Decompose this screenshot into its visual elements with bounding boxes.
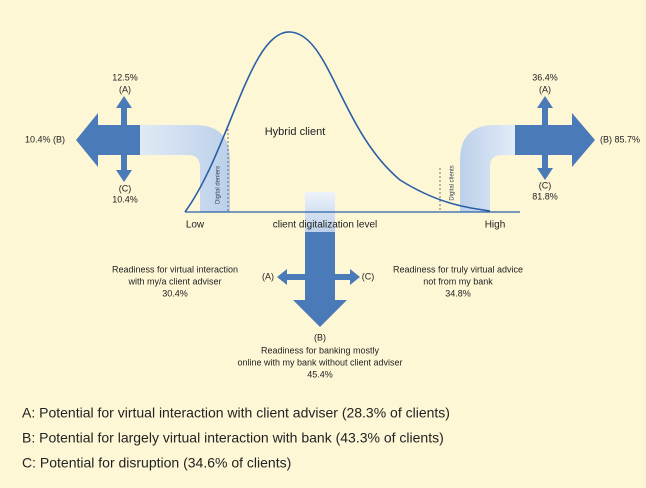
center-arrow-a [277, 269, 305, 285]
text: 34.8% [445, 288, 471, 298]
label: (C) [362, 271, 375, 281]
legend-item: B: Potential for largely virtual interac… [22, 430, 444, 446]
left-arrow-c [116, 155, 132, 182]
label: (B) 85.7% [600, 134, 640, 144]
text: online with my bank without client advis… [237, 357, 402, 367]
band-label: Digital deniers [216, 166, 222, 204]
axis-title: client digitalization level [273, 220, 378, 231]
label: 12.5% [112, 72, 138, 82]
label: 36.4% [532, 72, 558, 82]
label: 10.4% (B) [25, 134, 65, 144]
center-arrow-c [335, 269, 360, 285]
band-label: Digital clients [450, 165, 456, 200]
text: Readiness for banking mostly [261, 345, 380, 355]
label: (B) [314, 332, 326, 342]
text: 30.4% [162, 288, 188, 298]
left-band [125, 125, 230, 212]
label: Hybrid client [265, 126, 326, 138]
right-arrow-c [537, 155, 553, 180]
text: not from my bank [423, 276, 493, 286]
center-arrow-b [293, 232, 347, 327]
label: (C) [539, 180, 552, 190]
left-hub [110, 125, 140, 155]
text: Readiness for virtual interaction [112, 264, 238, 274]
text: Readiness for truly virtual advice [393, 264, 523, 274]
label: (A) [539, 84, 551, 94]
label: (A) [262, 271, 274, 281]
right-arrow-b [515, 113, 595, 167]
right-band [460, 125, 520, 212]
left-arrow-a [116, 96, 132, 125]
distribution-curve [184, 31, 491, 213]
label: 81.8% [532, 191, 558, 201]
legend-item: A: Potential for virtual interaction wit… [22, 405, 450, 421]
label: (C) [119, 183, 132, 193]
axis-high: High [485, 220, 506, 231]
axis-low: Low [186, 220, 205, 231]
text: 45.4% [307, 369, 333, 379]
right-arrow-a [537, 96, 553, 125]
label: (A) [119, 84, 131, 94]
label: 10.4% [112, 194, 138, 204]
text: with my/a client adviser [127, 276, 221, 286]
legend-item: C: Potential for disruption (34.6% of cl… [22, 455, 291, 471]
